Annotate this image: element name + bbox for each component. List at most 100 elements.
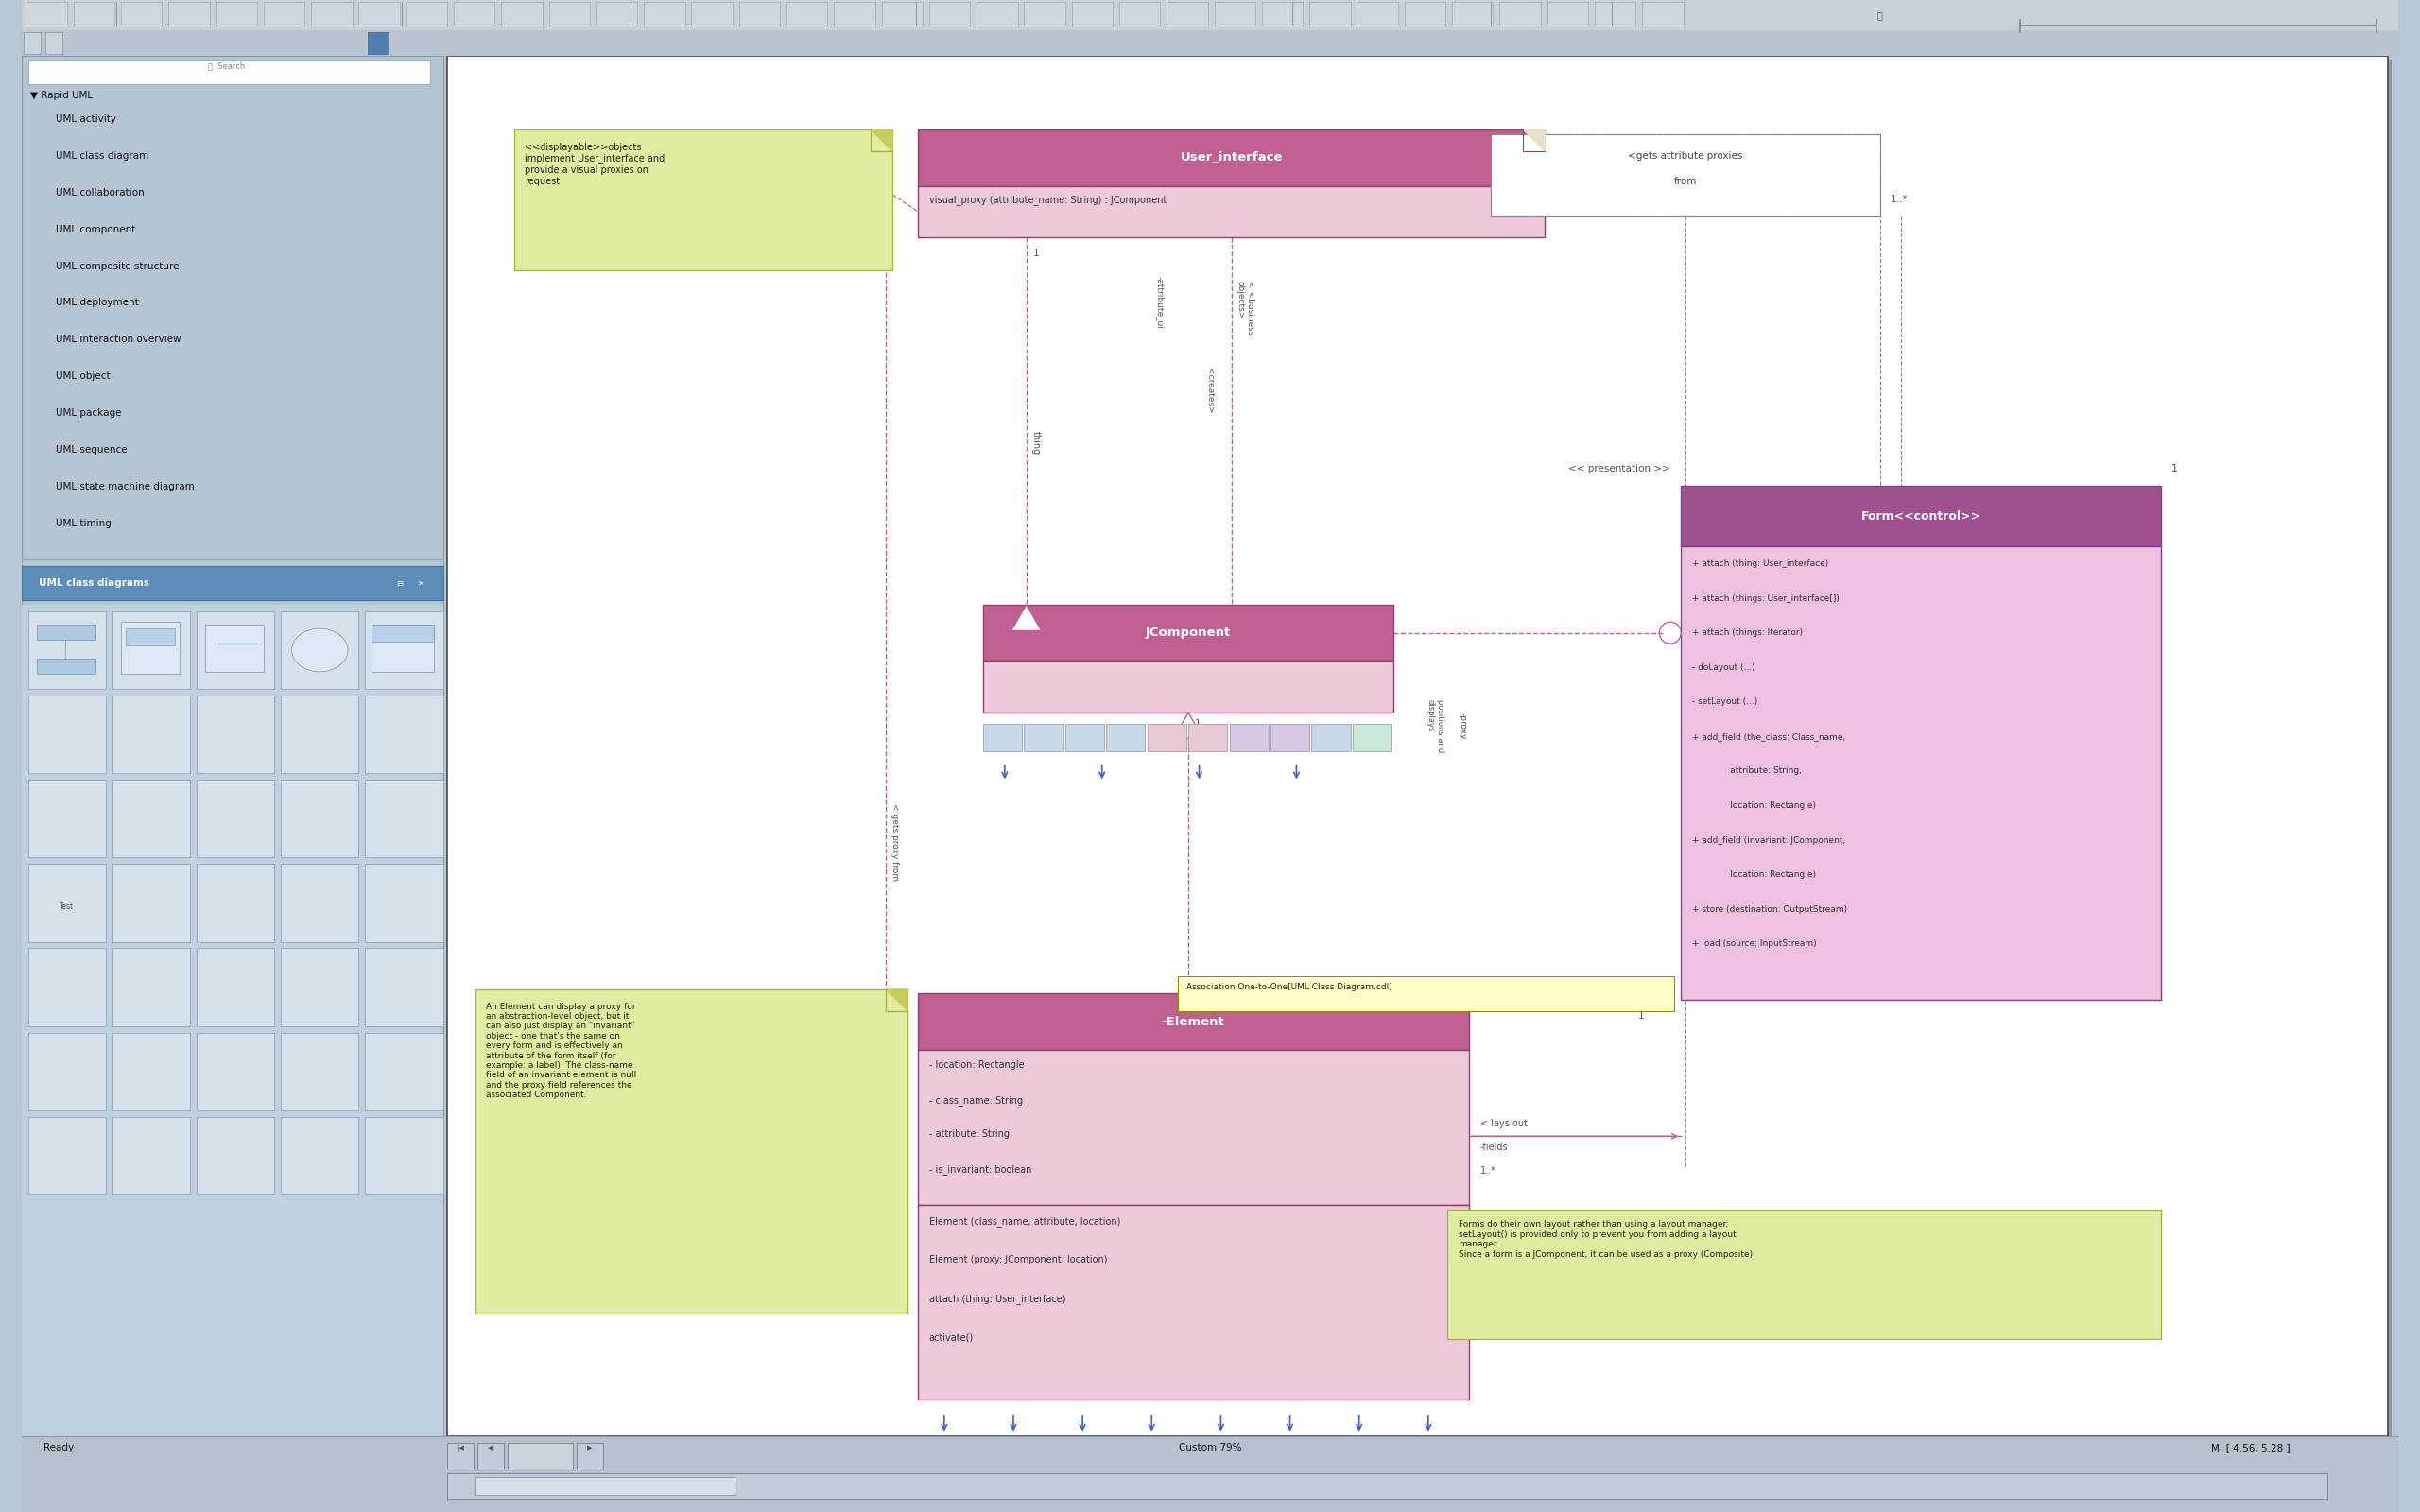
Text: UML composite structure: UML composite structure [56,262,179,271]
Bar [365,948,443,1027]
Bar [196,1117,273,1194]
Bar [1188,724,1227,751]
Ellipse shape [293,629,348,671]
Bar [196,611,273,689]
Polygon shape [1012,605,1041,631]
Bar [365,696,443,773]
Bar [549,2,590,26]
Bar [358,2,399,26]
Bar [111,1033,191,1110]
Text: <creates>: <creates> [1205,367,1215,413]
Bar [983,605,1394,661]
Bar [881,2,922,26]
Bar [196,863,273,942]
Text: UML component: UML component [56,225,136,234]
Bar [1404,2,1445,26]
Polygon shape [1174,712,1203,739]
Bar [111,611,191,689]
Text: activate(): activate() [929,1332,973,1343]
Bar [206,624,264,671]
Bar [27,2,68,26]
Bar [576,1442,603,1468]
Bar [111,1117,191,1194]
Bar [281,696,358,773]
Bar [111,948,191,1027]
Text: 🔍  Search: 🔍 Search [208,62,244,70]
Bar [281,780,358,857]
Bar [978,2,1019,26]
Bar [365,863,443,942]
Bar [1682,485,2161,546]
Text: Custom 79%: Custom 79% [1179,1442,1241,1453]
Bar [1270,724,1309,751]
Bar [1229,724,1268,751]
Bar [1215,2,1256,26]
Bar [455,2,494,26]
Bar [738,2,779,26]
Bar [365,1117,443,1194]
Text: UML object: UML object [56,372,111,381]
Text: - setLayout (...): - setLayout (...) [1692,697,1757,706]
Text: UML state machine diagram: UML state machine diagram [56,482,196,491]
Bar [983,661,1394,712]
Text: + attach (things: Iterator): + attach (things: Iterator) [1692,629,1803,637]
Bar [692,2,733,26]
Bar [1500,2,1542,26]
Text: < lays out: < lays out [1481,1119,1527,1128]
Bar [917,1049,1469,1205]
Text: Ready: Ready [44,1442,73,1453]
Text: User_interface: User_interface [1181,151,1283,163]
Bar [196,1033,273,1110]
Text: ✕: ✕ [419,579,424,588]
Text: << presentation >>: << presentation >> [1568,464,1670,473]
Text: from: from [1675,177,1696,186]
Bar [29,1033,106,1110]
Text: UML class diagram: UML class diagram [56,151,150,160]
Text: - attribute: String: - attribute: String [929,1129,1009,1139]
Bar [111,863,191,942]
Bar [29,60,431,85]
Bar [917,130,1544,186]
Text: + add_field (invariant: JComponent,: + add_field (invariant: JComponent, [1692,836,1844,844]
Text: - class_name: String: - class_name: String [929,1095,1024,1105]
Bar [36,624,94,640]
Bar [1072,2,1113,26]
Bar [474,989,908,1314]
Text: Association One-to-One[UML Class Diagram.cdl]: Association One-to-One[UML Class Diagram… [1186,983,1392,992]
Bar [22,0,2398,30]
Text: -Element: -Element [1162,1016,1225,1028]
Bar [1312,724,1350,751]
Bar [1491,135,1880,216]
Bar [73,2,114,26]
Text: 🔍: 🔍 [1878,11,1883,20]
Bar [264,2,305,26]
Bar [1179,977,1675,1012]
Bar [644,2,685,26]
Text: ◀: ◀ [489,1445,494,1450]
Text: -attribute_ui: -attribute_ui [1157,275,1164,330]
Text: 1..*: 1..* [1890,195,1907,204]
Bar [1452,2,1493,26]
Bar [1166,2,1208,26]
Bar [786,2,828,26]
Bar [373,624,433,641]
Bar [1118,2,1159,26]
Polygon shape [1522,130,1544,151]
Bar [281,1033,358,1110]
Bar [111,780,191,857]
Bar [126,629,174,646]
Bar [407,2,448,26]
Bar [917,186,1544,237]
Bar [24,32,41,54]
Bar [29,696,106,773]
Bar [1353,724,1392,751]
Text: UML deployment: UML deployment [56,298,138,307]
Text: - location: Rectangle: - location: Rectangle [929,1060,1024,1070]
Bar [196,948,273,1027]
Bar [448,1473,2328,1498]
Bar [1147,724,1186,751]
Text: UML interaction overview: UML interaction overview [56,334,182,345]
Text: <<displayable>>objects
implement User_interface and
provide a visual proxies on
: <<displayable>>objects implement User_in… [525,142,666,186]
Bar [1546,2,1588,26]
Text: 1: 1 [1638,1012,1643,1021]
